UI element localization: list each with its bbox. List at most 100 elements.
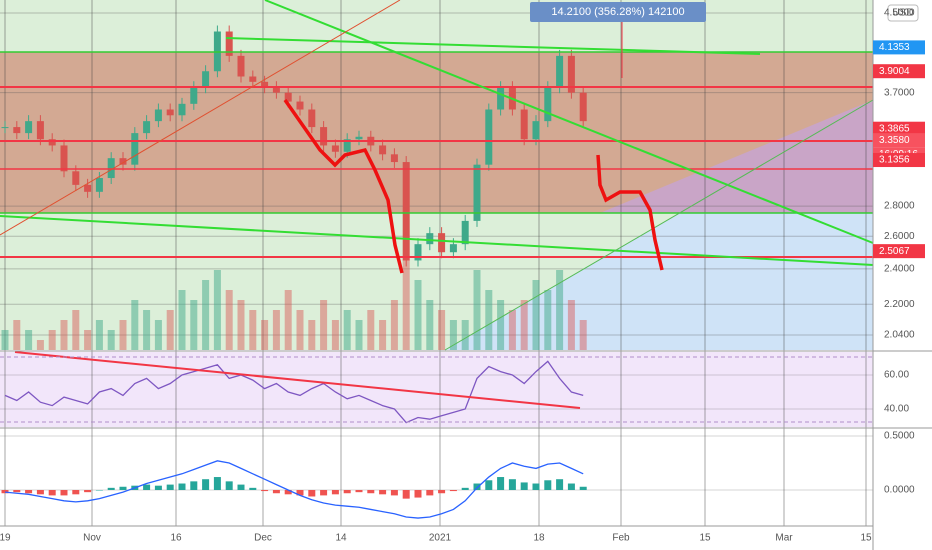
macd-histogram bbox=[60, 490, 68, 496]
macd-histogram bbox=[119, 486, 127, 490]
volume-bar bbox=[213, 270, 221, 350]
macd-histogram bbox=[355, 490, 363, 493]
macd-histogram bbox=[579, 486, 587, 490]
volume-bar bbox=[284, 290, 292, 350]
candle bbox=[202, 71, 210, 88]
price-tag-label: 4.1353 bbox=[879, 42, 910, 53]
date-label: 15 bbox=[860, 533, 872, 544]
macd-histogram bbox=[508, 479, 516, 490]
rsi-trend bbox=[14, 351, 581, 409]
volume-bar bbox=[1, 330, 9, 350]
candle bbox=[107, 158, 115, 179]
volume-bar bbox=[414, 280, 422, 350]
macd-histogram bbox=[13, 490, 21, 493]
date-label: 15 bbox=[699, 533, 711, 544]
volume-bar bbox=[438, 310, 446, 350]
volume-bar bbox=[237, 300, 245, 350]
currency-box[interactable] bbox=[887, 4, 919, 22]
macd-histogram bbox=[497, 477, 505, 490]
candle bbox=[473, 164, 481, 221]
candle bbox=[284, 92, 292, 102]
candle bbox=[497, 87, 505, 110]
volume-bar bbox=[119, 320, 127, 350]
candle bbox=[308, 109, 316, 128]
date-label: Dec bbox=[254, 533, 272, 544]
volume-bar bbox=[272, 310, 280, 350]
macd-histogram bbox=[520, 482, 528, 490]
volume-bar bbox=[367, 310, 375, 350]
macd-histogram bbox=[143, 484, 151, 490]
volume-bar bbox=[36, 340, 44, 350]
candle bbox=[296, 101, 304, 110]
macd-histogram bbox=[532, 483, 540, 490]
candle bbox=[249, 76, 257, 82]
triangle-purple bbox=[600, 100, 873, 213]
date-label: 19 bbox=[0, 533, 11, 544]
volume-bar bbox=[60, 320, 68, 350]
price-tick-label: 2.2000 bbox=[884, 299, 915, 310]
price-tick-label: 3.7000 bbox=[884, 87, 915, 98]
candle bbox=[36, 121, 44, 140]
volume-bar bbox=[544, 290, 552, 350]
macd-histogram bbox=[261, 490, 269, 492]
price-tag-label: 2.5067 bbox=[879, 246, 910, 257]
candle bbox=[579, 92, 587, 122]
macd-histogram bbox=[556, 479, 564, 490]
candle bbox=[532, 121, 540, 140]
candle bbox=[143, 121, 151, 134]
volume-bar bbox=[225, 290, 233, 350]
volume-bar bbox=[461, 320, 469, 350]
macd-histogram bbox=[544, 480, 552, 490]
price-tag-label: 3.1356 bbox=[879, 155, 910, 166]
macd-histogram bbox=[272, 490, 280, 494]
date-label: 2021 bbox=[429, 533, 452, 544]
candle bbox=[178, 103, 186, 116]
candle bbox=[320, 127, 328, 146]
macd-histogram bbox=[36, 490, 44, 495]
date-label: Mar bbox=[775, 533, 793, 544]
candle bbox=[261, 81, 269, 88]
macd-histogram bbox=[72, 490, 80, 495]
volume-bar bbox=[320, 300, 328, 350]
volume-bar bbox=[107, 330, 115, 350]
date-label: Feb bbox=[612, 533, 630, 544]
candle bbox=[60, 145, 68, 172]
macd-histogram bbox=[202, 479, 210, 490]
macd-histogram bbox=[473, 483, 481, 490]
candle bbox=[331, 145, 339, 152]
drawings bbox=[0, 0, 874, 423]
macd-histogram bbox=[107, 487, 115, 490]
price-tag bbox=[873, 153, 925, 168]
candle bbox=[119, 158, 127, 165]
currency: USD bbox=[892, 8, 913, 19]
volume-bar bbox=[567, 300, 575, 350]
macd-histogram bbox=[95, 490, 103, 491]
macd-histogram bbox=[343, 490, 351, 494]
candle bbox=[520, 109, 528, 140]
macd-histogram bbox=[178, 483, 186, 490]
volume-bar bbox=[355, 320, 363, 350]
candle bbox=[25, 121, 33, 134]
projection-path bbox=[596, 154, 664, 271]
indicator-tick-label: 0.5000 bbox=[884, 431, 915, 442]
volume-bar bbox=[190, 300, 198, 350]
volume-bar bbox=[449, 320, 457, 350]
projection-path bbox=[283, 98, 404, 274]
candle bbox=[414, 244, 422, 261]
indicator-tick-label: 40.00 bbox=[884, 404, 909, 415]
macd-histogram bbox=[225, 481, 233, 490]
candle bbox=[461, 220, 469, 245]
candle bbox=[379, 145, 387, 155]
trend-line bbox=[264, 0, 874, 244]
candle bbox=[390, 154, 398, 163]
macd-histogram bbox=[308, 490, 316, 497]
volume-bar bbox=[343, 310, 351, 350]
volume-bar bbox=[13, 320, 21, 350]
volume-bar bbox=[497, 300, 505, 350]
rsi-line bbox=[4, 360, 584, 424]
candle bbox=[272, 87, 280, 93]
macd-histogram bbox=[379, 490, 387, 495]
volume-bar bbox=[520, 300, 528, 350]
candle bbox=[84, 184, 92, 192]
